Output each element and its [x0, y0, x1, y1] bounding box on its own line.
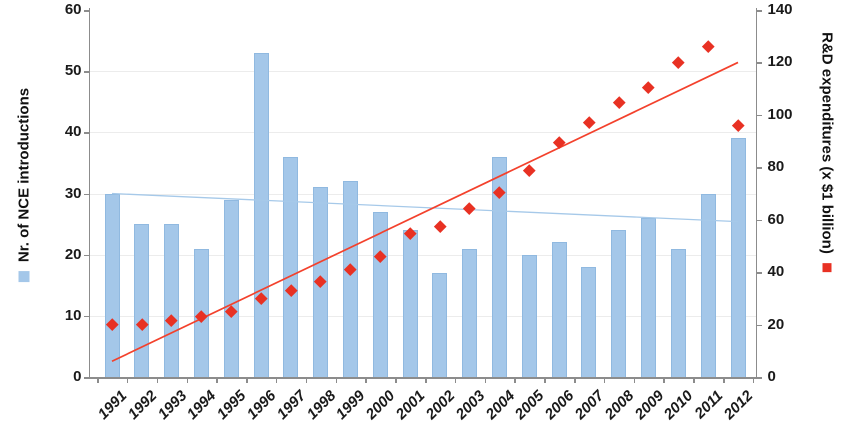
x-tick-9 — [365, 377, 367, 383]
bar-1993 — [164, 224, 180, 377]
bar-2006 — [551, 242, 567, 377]
right-tick-40 — [757, 272, 762, 274]
bar-2003 — [462, 248, 478, 377]
x-tick-11 — [425, 377, 427, 383]
x-tick-4 — [216, 377, 218, 383]
x-tick-14 — [514, 377, 516, 383]
right-tick-0 — [757, 377, 762, 379]
bar-2010 — [670, 248, 686, 377]
right-tick-20 — [757, 324, 762, 327]
bar-2008 — [611, 230, 627, 377]
gridline-40 — [88, 132, 756, 134]
left-tick-label-60: 60 — [64, 1, 82, 18]
left-tick-60 — [83, 10, 89, 12]
gridline-50 — [88, 71, 756, 73]
right-axis-line — [755, 8, 757, 379]
x-tick-22 — [752, 377, 755, 383]
right-tick-label-140: 140 — [767, 1, 793, 18]
right-tick-label-80: 80 — [767, 158, 785, 176]
x-tick-5 — [246, 377, 248, 383]
diamond-2012 — [731, 119, 745, 132]
right-tick-label-100: 100 — [767, 105, 793, 123]
left-tick-0 — [83, 377, 89, 379]
x-tick-2 — [156, 377, 159, 383]
left-tick-label-0: 0 — [73, 368, 82, 385]
x-tick-16 — [574, 377, 576, 383]
right-axis-title: R&D expenditures (x $1 billion) — [819, 32, 836, 272]
scatter-series-legend-swatch — [822, 262, 832, 272]
right-tick-label-20: 20 — [767, 315, 785, 333]
left-tick-10 — [83, 315, 89, 318]
bar-1991 — [104, 193, 120, 377]
left-tick-20 — [83, 254, 89, 257]
left-tick-30 — [83, 193, 89, 195]
bar-2012 — [730, 138, 746, 377]
right-tick-140 — [757, 10, 762, 12]
x-tick-21 — [723, 377, 725, 383]
right-axis-title-label: R&D expenditures (x $1 billion) — [818, 32, 836, 254]
x-tick-19 — [663, 377, 665, 383]
left-axis-title: Nr. of NCE introductions — [15, 87, 33, 283]
bar-1995 — [223, 199, 239, 377]
left-tick-label-30: 30 — [64, 184, 82, 202]
bar-2007 — [581, 266, 597, 377]
x-tick-8 — [335, 377, 338, 383]
bar-series-legend-swatch — [18, 271, 30, 283]
diamond-2011 — [702, 40, 715, 53]
diamond-2003 — [463, 201, 476, 214]
x-tick-10 — [395, 377, 397, 383]
x-tick-15 — [544, 377, 546, 383]
left-axis-title-label: Nr. of NCE introductions — [15, 87, 33, 263]
right-tick-label-40: 40 — [767, 263, 785, 281]
left-tick-label-10: 10 — [64, 306, 82, 324]
left-tick-label-50: 50 — [64, 62, 82, 80]
right-tick-label-0: 0 — [767, 368, 776, 385]
left-tick-40 — [83, 132, 89, 134]
right-tick-label-60: 60 — [767, 210, 785, 228]
x-tick-20 — [693, 377, 695, 383]
right-tick-label-120: 120 — [767, 53, 793, 71]
x-tick-3 — [186, 377, 189, 383]
left-axis-line — [88, 8, 90, 379]
x-tick-13 — [484, 377, 487, 383]
bar-1999 — [342, 181, 358, 377]
bottom-axis-line — [88, 377, 757, 379]
right-tick-120 — [757, 62, 762, 64]
right-tick-60 — [757, 219, 762, 222]
left-tick-50 — [83, 71, 89, 73]
diamond-2009 — [642, 81, 655, 94]
bar-1997 — [283, 156, 299, 377]
gridline-30 — [88, 193, 756, 195]
diamond-2010 — [672, 56, 685, 69]
bar-2002 — [432, 273, 448, 377]
bar-1996 — [253, 52, 269, 377]
diamond-2008 — [612, 95, 625, 108]
diamond-2002 — [433, 220, 446, 233]
x-tick-0 — [97, 377, 99, 383]
x-tick-12 — [454, 377, 457, 383]
diamond-2005 — [523, 163, 536, 176]
left-tick-label-20: 20 — [64, 245, 82, 263]
left-tick-label-40: 40 — [64, 123, 82, 141]
x-tick-1 — [126, 377, 129, 383]
right-tick-100 — [757, 114, 762, 117]
x-tick-7 — [305, 377, 308, 383]
right-tick-80 — [757, 167, 762, 169]
diamond-2006 — [553, 136, 566, 149]
x-tick-6 — [275, 377, 278, 383]
bar-2005 — [521, 254, 537, 377]
x-tick-17 — [603, 377, 606, 383]
bar-2000 — [372, 211, 388, 377]
bar-2009 — [641, 217, 657, 377]
x-tick-18 — [633, 377, 636, 383]
bar-2011 — [700, 193, 716, 377]
bar-1992 — [134, 224, 150, 377]
diamond-2007 — [582, 116, 595, 129]
bar-2001 — [402, 230, 418, 377]
